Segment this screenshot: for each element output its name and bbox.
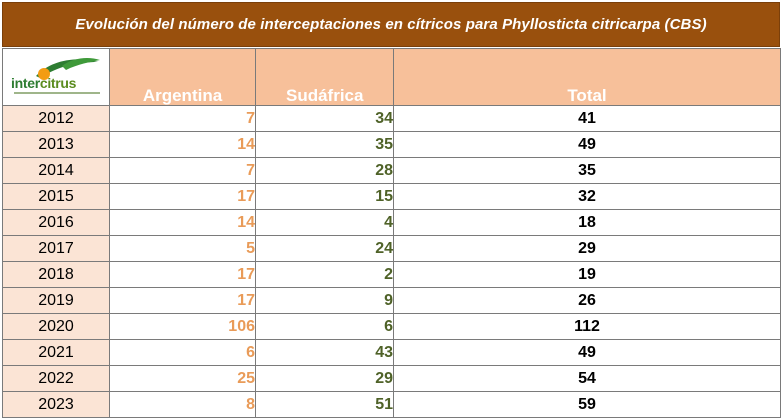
total-cell: 19 xyxy=(393,261,781,288)
total-cell: 41 xyxy=(393,105,781,132)
logo-word-part2: citrus xyxy=(39,75,77,91)
sudafrica-cell: 43 xyxy=(255,339,394,366)
argentina-cell: 6 xyxy=(109,339,256,366)
table-row: 2015 17 15 32 xyxy=(2,183,781,210)
total-cell: 49 xyxy=(393,131,781,158)
argentina-cell: 14 xyxy=(109,131,256,158)
total-cell: 26 xyxy=(393,287,781,314)
table-row: 2013 14 35 49 xyxy=(2,131,781,158)
sudafrica-cell: 24 xyxy=(255,235,394,262)
table-row: 2018 17 2 19 xyxy=(2,261,781,288)
sudafrica-cell: 51 xyxy=(255,391,394,418)
year-cell: 2014 xyxy=(2,157,110,184)
year-cell: 2020 xyxy=(2,313,110,340)
total-cell: 54 xyxy=(393,365,781,392)
header-total: Total xyxy=(393,48,781,106)
sudafrica-cell: 29 xyxy=(255,365,394,392)
argentina-cell: 17 xyxy=(109,183,256,210)
sudafrica-cell: 9 xyxy=(255,287,394,314)
sudafrica-cell: 35 xyxy=(255,131,394,158)
argentina-cell: 25 xyxy=(109,365,256,392)
total-cell: 35 xyxy=(393,157,781,184)
header-row: intercitrus Argentina Sudáfrica Total xyxy=(2,48,781,106)
header-sudafrica: Sudáfrica xyxy=(255,48,394,106)
table-row: 2021 6 43 49 xyxy=(2,339,781,366)
logo-word-part1: inter xyxy=(11,75,40,91)
year-cell: 2021 xyxy=(2,339,110,366)
header-argentina: Argentina xyxy=(109,48,256,106)
logo-wordmark: intercitrus xyxy=(11,76,76,90)
sudafrica-cell: 6 xyxy=(255,313,394,340)
year-cell: 2016 xyxy=(2,209,110,236)
total-cell: 29 xyxy=(393,235,781,262)
argentina-cell: 7 xyxy=(109,105,256,132)
sudafrica-cell: 28 xyxy=(255,157,394,184)
total-cell: 18 xyxy=(393,209,781,236)
argentina-cell: 7 xyxy=(109,157,256,184)
logo-cell: intercitrus xyxy=(2,48,110,106)
logo-tagline-bar xyxy=(14,92,100,94)
year-cell: 2018 xyxy=(2,261,110,288)
argentina-cell: 14 xyxy=(109,209,256,236)
year-cell: 2019 xyxy=(2,287,110,314)
interceptions-table: intercitrus Argentina Sudáfrica Total 20… xyxy=(2,48,781,418)
table-row: 2020 106 6 112 xyxy=(2,313,781,340)
table-row: 2022 25 29 54 xyxy=(2,365,781,392)
table-row: 2023 8 51 59 xyxy=(2,391,781,418)
table-row: 2016 14 4 18 xyxy=(2,209,781,236)
argentina-cell: 17 xyxy=(109,261,256,288)
total-cell: 112 xyxy=(393,313,781,340)
sudafrica-cell: 2 xyxy=(255,261,394,288)
argentina-cell: 17 xyxy=(109,287,256,314)
table-row: 2012 7 34 41 xyxy=(2,105,781,132)
table-row: 2019 17 9 26 xyxy=(2,287,781,314)
year-cell: 2022 xyxy=(2,365,110,392)
year-cell: 2013 xyxy=(2,131,110,158)
year-cell: 2015 xyxy=(2,183,110,210)
total-cell: 32 xyxy=(393,183,781,210)
argentina-cell: 106 xyxy=(109,313,256,340)
argentina-cell: 8 xyxy=(109,391,256,418)
intercitrus-logo: intercitrus xyxy=(6,52,106,102)
total-cell: 59 xyxy=(393,391,781,418)
table-title: Evolución del número de interceptaciones… xyxy=(2,2,780,47)
year-cell: 2017 xyxy=(2,235,110,262)
sudafrica-cell: 34 xyxy=(255,105,394,132)
sudafrica-cell: 15 xyxy=(255,183,394,210)
table-row: 2017 5 24 29 xyxy=(2,235,781,262)
year-cell: 2023 xyxy=(2,391,110,418)
table-row: 2014 7 28 35 xyxy=(2,157,781,184)
year-cell: 2012 xyxy=(2,105,110,132)
total-cell: 49 xyxy=(393,339,781,366)
argentina-cell: 5 xyxy=(109,235,256,262)
sudafrica-cell: 4 xyxy=(255,209,394,236)
leaf-swoosh-icon xyxy=(36,58,100,80)
